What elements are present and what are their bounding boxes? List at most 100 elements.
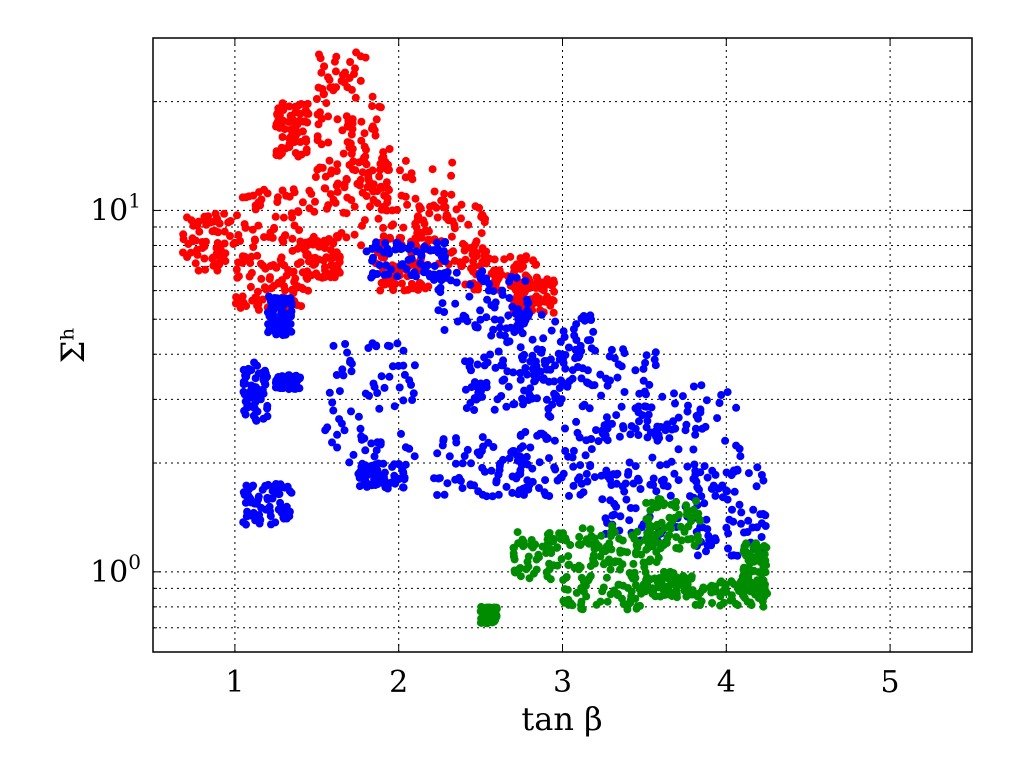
scatter-point [558,531,567,540]
scatter-point [526,443,535,452]
scatter-point [499,361,507,370]
scatter-point [670,513,679,522]
scatter-point [553,561,562,570]
scatter-point [333,160,342,169]
scatter-point [319,256,328,265]
scatter-point [586,461,595,469]
scatter-point [591,346,600,355]
scatter-point [563,585,572,594]
scatter-point [299,285,308,293]
scatter-point [341,340,350,348]
scatter-point [263,412,272,421]
scatter-point [528,394,537,403]
scatter-point [491,363,500,372]
scatter-point [332,371,341,379]
scatter-point [326,246,335,254]
scatter-point [643,416,652,425]
scatter-point [412,247,421,256]
scatter-point [288,213,297,222]
scatter-point [389,286,398,295]
scatter-point [692,411,701,420]
scatter-point [741,547,750,556]
scatter-point [357,241,366,250]
scatter-point [490,315,499,324]
scatter-point [587,445,596,454]
scatter-point [252,416,261,425]
scatter-point [506,252,515,261]
scatter-point [278,99,287,108]
scatter-point [514,305,522,314]
scatter-point [400,286,409,295]
scatter-point [460,452,469,460]
scatter-point [659,501,668,510]
scatter-point [316,108,324,117]
scatter-point [541,360,550,369]
scatter-point [759,568,768,576]
scatter-point [329,406,338,415]
scatter-point [574,565,583,574]
scatter-point [360,158,369,166]
scatter-point [382,178,391,187]
scatter-point [606,565,615,574]
scatter-point [305,186,314,195]
data-points [179,48,772,628]
scatter-point [623,548,632,557]
scatter-point [702,547,710,556]
scatter-point [483,616,491,625]
scatter-point [490,405,499,414]
scatter-point [376,165,385,174]
scatter-point [385,372,394,381]
scatter-point [496,323,504,332]
scatter-point [522,452,531,461]
scatter-point [317,68,326,77]
scatter-point [721,582,730,590]
scatter-point [629,559,638,568]
scatter-point [707,484,716,493]
scatter-point [264,328,273,337]
scatter-point [248,225,257,234]
scatter-point [642,423,651,432]
scatter-point [620,388,629,396]
scatter-point [472,248,481,257]
scatter-point [326,273,335,282]
scatter-point [379,203,388,211]
scatter-point [191,259,200,268]
scatter-point [581,451,590,460]
scatter-point [375,404,384,413]
scatter-point [333,115,342,124]
scatter-point [312,95,321,103]
scatter-point [369,195,378,204]
scatter-point [460,246,469,255]
scatter-point [316,54,325,63]
scatter-point [378,473,387,482]
scatter-point [539,334,548,343]
scatter-point [437,276,446,285]
scatter-point [535,553,543,562]
scatter-point [683,577,692,586]
scatter-point [264,232,273,241]
scatter-point [643,433,652,442]
scatter-point [399,396,408,405]
scatter-point [356,76,365,85]
scatter-point [757,583,766,592]
scatter-point [350,70,358,78]
scatter-point [659,481,668,490]
scatter-point [662,460,671,469]
scatter-point [347,130,356,139]
scatter-point [220,227,229,236]
scatter-point [393,238,402,247]
scatter-point [268,305,277,314]
scatter-point [248,482,257,491]
scatter-point [430,474,438,483]
scatter-point [439,436,448,445]
scatter-point [239,518,248,527]
scatter-point [733,465,742,474]
scatter-point [575,433,584,442]
scatter-point [702,515,711,524]
scatter-point [350,202,359,211]
scatter-point [681,426,690,435]
scatter-point [268,319,277,328]
scatter-point [243,402,252,411]
scatter-point [556,473,565,482]
